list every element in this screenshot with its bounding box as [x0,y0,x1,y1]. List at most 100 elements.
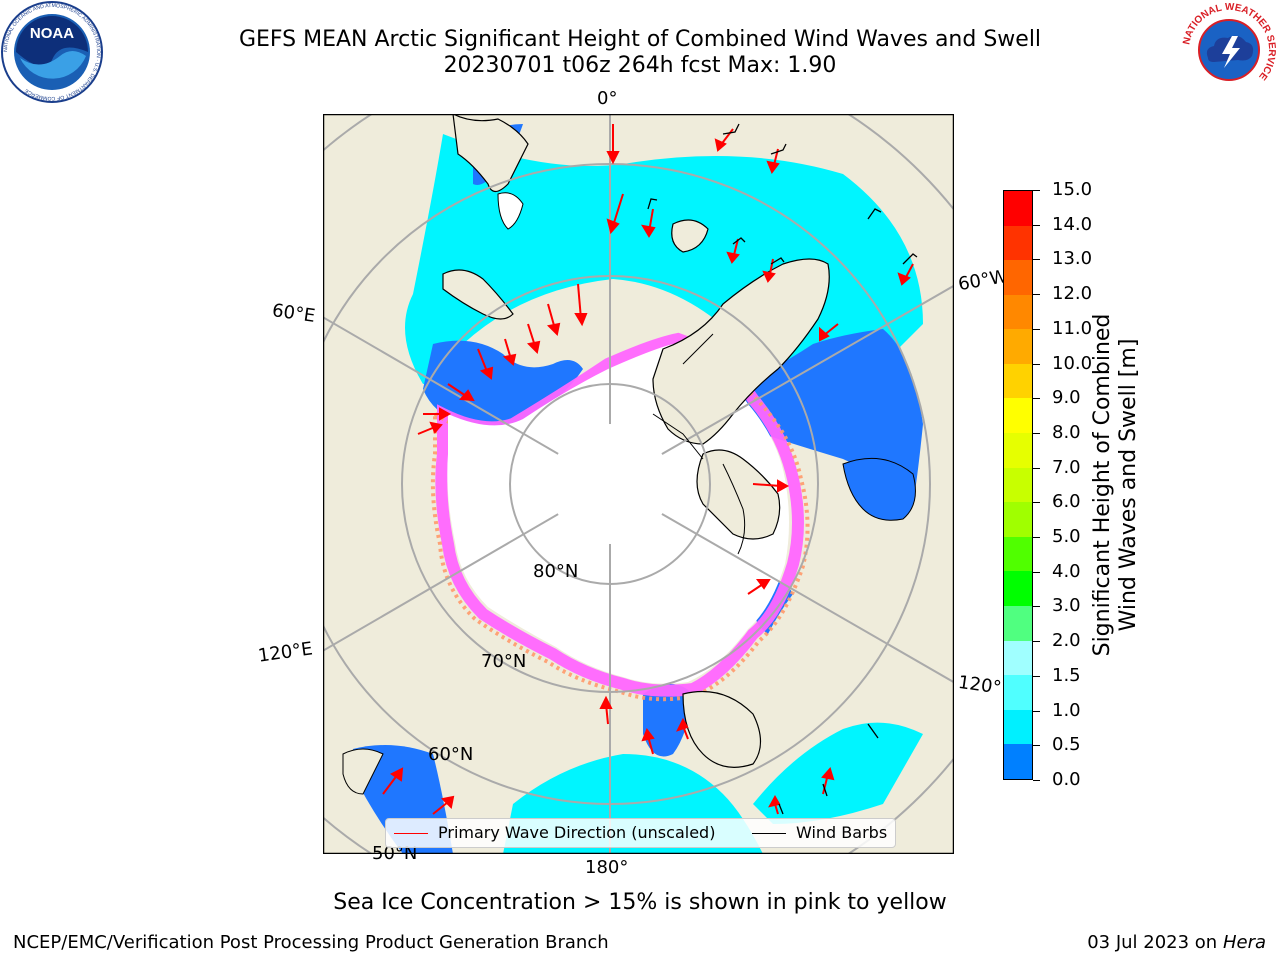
meridian-60w [609,284,954,485]
colorbar-tick-mark [1033,710,1040,712]
lon-label-60e: 60°E [270,300,317,327]
wave-arrow [382,767,404,795]
colorbar-tick-label: 14.0 [1052,213,1093,235]
wave-arrow [606,193,624,235]
colorbar-tick-label: 8.0 [1052,421,1081,443]
colorbar-segment [1004,329,1032,364]
noaa-logo: NOAA NATIONAL OCEANIC AND ATMOSPHERIC AD… [1,1,103,103]
colorbar-tick-label: 10.0 [1052,352,1093,374]
wave-arrow [606,124,620,165]
colorbar-tick-label: 13.0 [1052,248,1093,270]
colorbar-segment [1004,675,1032,710]
wave-arrow [526,323,541,355]
colorbar-segment [1004,363,1032,399]
wave-arrow [641,208,656,238]
colorbar-tick-mark [1033,363,1040,365]
ocean-mid-waves-southeast [753,722,923,824]
colorbar-tick-label: 1.5 [1052,664,1081,686]
land-svalbard [671,219,709,253]
wave-arrow [762,258,776,283]
colorbar-tick-mark [1033,432,1040,434]
wind-barbs [647,123,918,815]
colorbar-segment [1004,467,1032,503]
land-aleutian-region [342,748,384,795]
lat-label-80: 80°N [533,561,579,582]
meridian-60e [323,316,611,485]
colorbar-segment [1004,398,1032,434]
legend-red-line-swatch [394,833,428,834]
wave-arrow [641,727,655,755]
map-legend: Primary Wave Direction (unscaled) Wind B… [385,818,896,848]
wave-arrows [382,124,914,815]
wind-barb [867,208,882,220]
wave-arrow [423,407,452,421]
legend-item-wind-barbs: Wind Barbs [752,823,887,842]
colorbar-tick-label: 11.0 [1052,317,1093,339]
colorbar-tick-mark [1033,780,1040,781]
colorbar-segment [1004,571,1032,606]
lon-label-0: 0° [597,88,618,109]
colorbar-tick-mark [1033,537,1040,539]
wave-arrow [726,238,740,264]
wave-arrow [714,128,734,152]
colorbar [1003,190,1033,780]
wind-barb [867,723,879,739]
colorbar-tick-label: 12.0 [1052,283,1093,305]
colorbar-tick-label: 0.0 [1052,769,1081,790]
colorbar-tick-mark [1033,571,1040,573]
colorbar-segment [1004,433,1032,468]
colorbar-segment [1004,744,1032,779]
colorbar-tick-label: 0.5 [1052,734,1081,756]
coastlines-detail [652,333,746,555]
wave-arrow [747,579,771,595]
map-border [323,114,954,854]
colorbar-tick-mark [1033,190,1040,191]
wave-arrow [819,323,839,342]
footer-date: 03 Jul 2023 on Hera [1087,932,1266,953]
colorbar-tick-mark [1033,398,1040,400]
lon-label-60w: 60°W [956,265,1010,296]
wind-barb [722,123,740,135]
colorbar-segment [1004,191,1032,226]
colorbar-tick-label: 1.0 [1052,699,1081,721]
wind-barb [902,253,918,265]
colorbar-tick-mark [1033,259,1040,261]
legend-black-line-swatch [752,833,786,834]
land-greenland [652,258,830,445]
colorbar-tick-label: 15.0 [1052,179,1093,200]
wind-barb [770,143,787,155]
colorbar-tick-label: 4.0 [1052,560,1081,582]
colorbar-segment [1004,502,1032,537]
graticule [323,114,954,854]
water-white-sea [497,192,524,230]
wave-arrow [752,479,790,493]
colorbar-tick-mark [1033,641,1040,643]
wave-arrow [447,383,475,402]
wave-arrow [768,794,781,815]
wind-barb [822,783,828,797]
colorbar-segment [1004,709,1032,745]
meridian-120w [609,483,954,684]
land-alaska [682,690,762,768]
colorbar-segment [1004,260,1032,295]
colorbar-tick-mark [1033,675,1040,677]
sea-ice-caption: Sea Ice Concentration > 15% is shown in … [333,890,947,915]
wind-barb [732,237,746,245]
wave-arrow [417,421,443,435]
wave-arrow [546,303,561,337]
ocean-low-waves-bering [643,684,693,757]
colorbar-tick-label: 6.0 [1052,491,1081,513]
colorbar-tick-mark [1033,328,1040,330]
colorbar-tick-label: 2.0 [1052,630,1081,652]
arctic-wave-map [323,114,954,854]
lon-label-120e: 120°E [256,638,314,667]
colorbar-segment [1004,536,1032,572]
colorbar-tick-mark [1033,745,1040,747]
wave-arrow [432,795,455,815]
colorbar-tick-label: 3.0 [1052,595,1081,617]
wave-arrow [502,338,517,366]
land-novaya-zemlya [442,269,514,320]
colorbar-tick-mark [1033,606,1040,608]
colorbar-tick-mark [1033,224,1040,226]
wave-arrow [676,717,689,740]
